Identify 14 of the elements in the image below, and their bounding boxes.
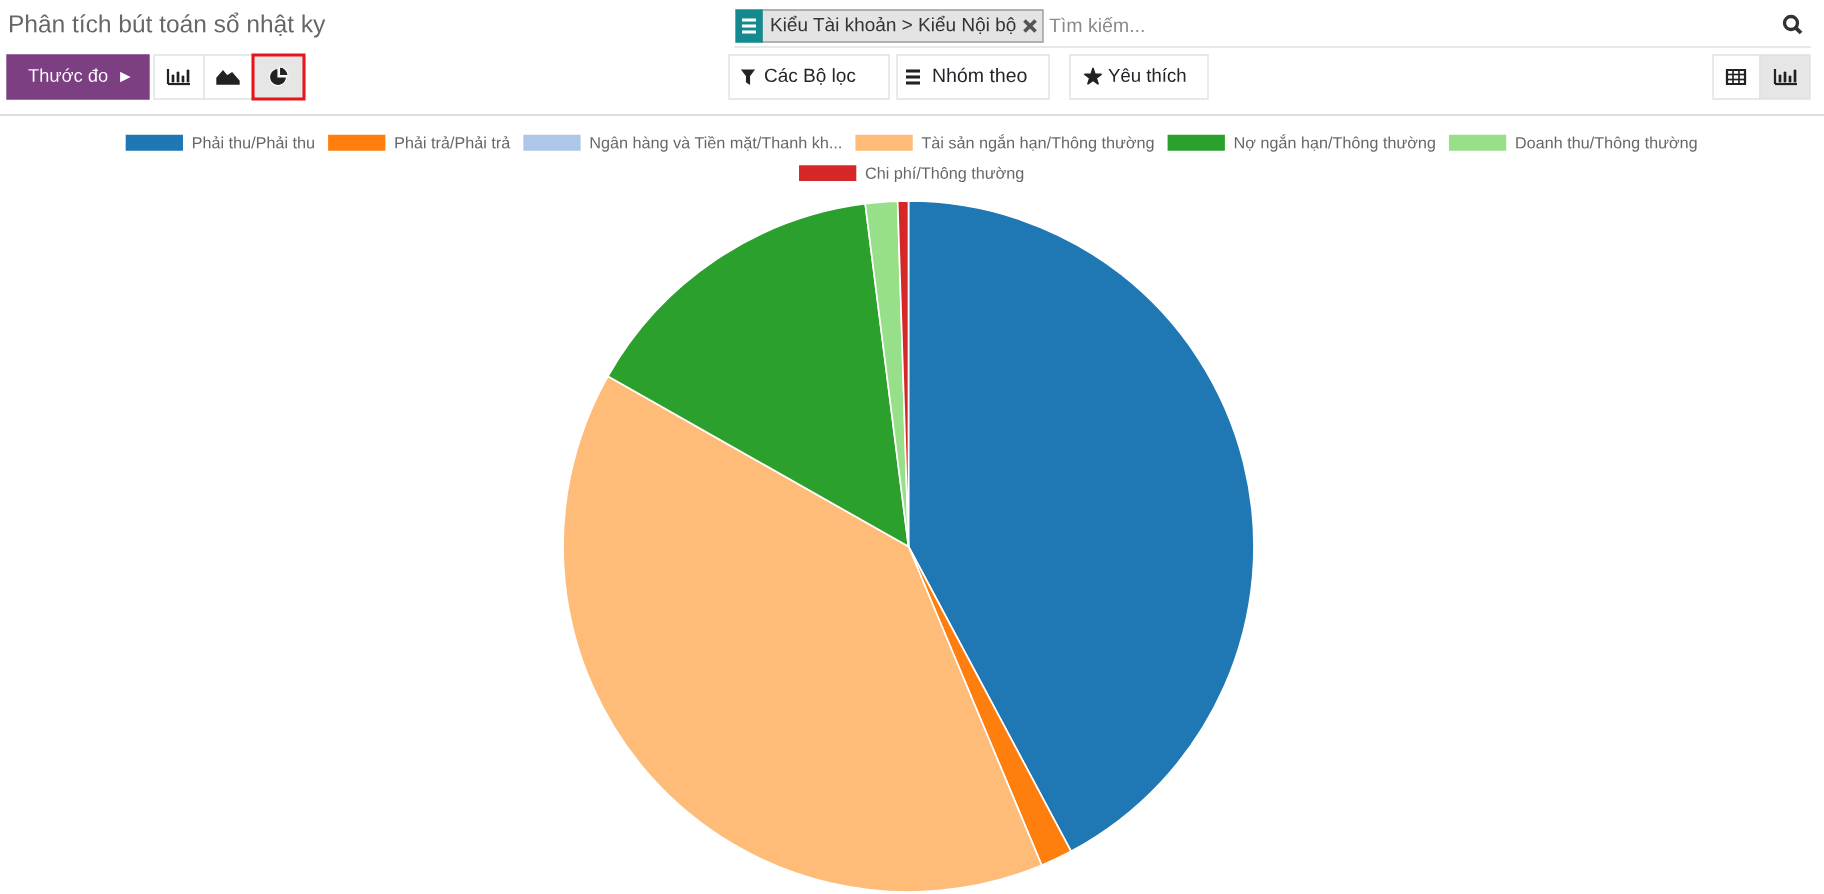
text: Nhóm theo [933,67,1027,83]
legend-label: Chi phí/Thông thường [865,166,1024,183]
legend-label: Doanh thu/Thông thường [1516,136,1697,152]
legend-label: Phải trả/Phải trả [395,136,511,149]
legend-label: Nợ ngắn hạn/Thông thường [1234,134,1435,152]
text: Tìm kiếm... [1049,17,1144,33]
text: Yêu thích [1108,68,1186,82]
chart-title: Phân tích bút toán sổ nhật ky [10,12,326,38]
legend-label: Tài sản ngắn hạn/Thông thường [921,134,1154,152]
legend-label: Phải thu/Phải thu [193,136,314,149]
text: Các Bộ lọc [764,67,856,85]
legend-label: Ngân hàng và Tiền mặt/Thanh kh... [590,135,841,152]
text: Thước đo [28,68,108,82]
text: Kiểu Tài khoản > Kiểu Nội bộ [771,15,1016,35]
